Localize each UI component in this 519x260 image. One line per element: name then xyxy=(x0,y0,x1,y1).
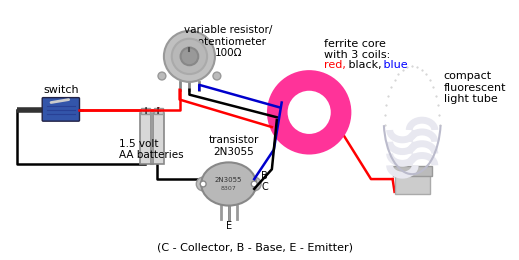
Text: 8307: 8307 xyxy=(221,186,237,191)
Text: B: B xyxy=(261,171,268,181)
Circle shape xyxy=(164,31,215,82)
Bar xyxy=(392,166,432,176)
Text: compact
fluorescent
light tube: compact fluorescent light tube xyxy=(444,71,506,104)
Text: C: C xyxy=(261,182,268,192)
Circle shape xyxy=(267,70,351,154)
Text: black,: black, xyxy=(346,60,382,70)
Circle shape xyxy=(288,91,331,134)
Circle shape xyxy=(251,181,257,187)
Circle shape xyxy=(158,72,166,80)
Text: transistor
2N3055: transistor 2N3055 xyxy=(209,135,259,157)
Bar xyxy=(154,108,163,114)
Text: 1.5 volt
AA batteries: 1.5 volt AA batteries xyxy=(119,139,183,160)
Text: with 3 coils:: with 3 coils: xyxy=(324,49,390,60)
Bar xyxy=(153,113,164,164)
Text: E: E xyxy=(226,221,232,231)
Circle shape xyxy=(213,72,221,80)
Text: ferrite core: ferrite core xyxy=(324,39,386,49)
Text: (C - Collector, B - Base, E - Emitter): (C - Collector, B - Base, E - Emitter) xyxy=(157,243,353,253)
Circle shape xyxy=(196,177,210,191)
Bar xyxy=(140,113,151,164)
Circle shape xyxy=(172,39,207,74)
Text: +: + xyxy=(142,106,150,116)
Circle shape xyxy=(200,181,206,187)
Circle shape xyxy=(248,177,261,191)
Text: +: + xyxy=(155,106,162,116)
Bar xyxy=(394,174,430,194)
Circle shape xyxy=(181,48,198,65)
FancyBboxPatch shape xyxy=(42,98,79,121)
Bar xyxy=(141,108,150,114)
Text: switch: switch xyxy=(43,85,79,95)
Text: 2N3055: 2N3055 xyxy=(215,177,242,183)
Text: blue: blue xyxy=(380,60,407,70)
Text: variable resistor/
potentiometer
100Ω: variable resistor/ potentiometer 100Ω xyxy=(184,25,273,58)
Ellipse shape xyxy=(201,162,256,206)
Text: red,: red, xyxy=(324,60,346,70)
